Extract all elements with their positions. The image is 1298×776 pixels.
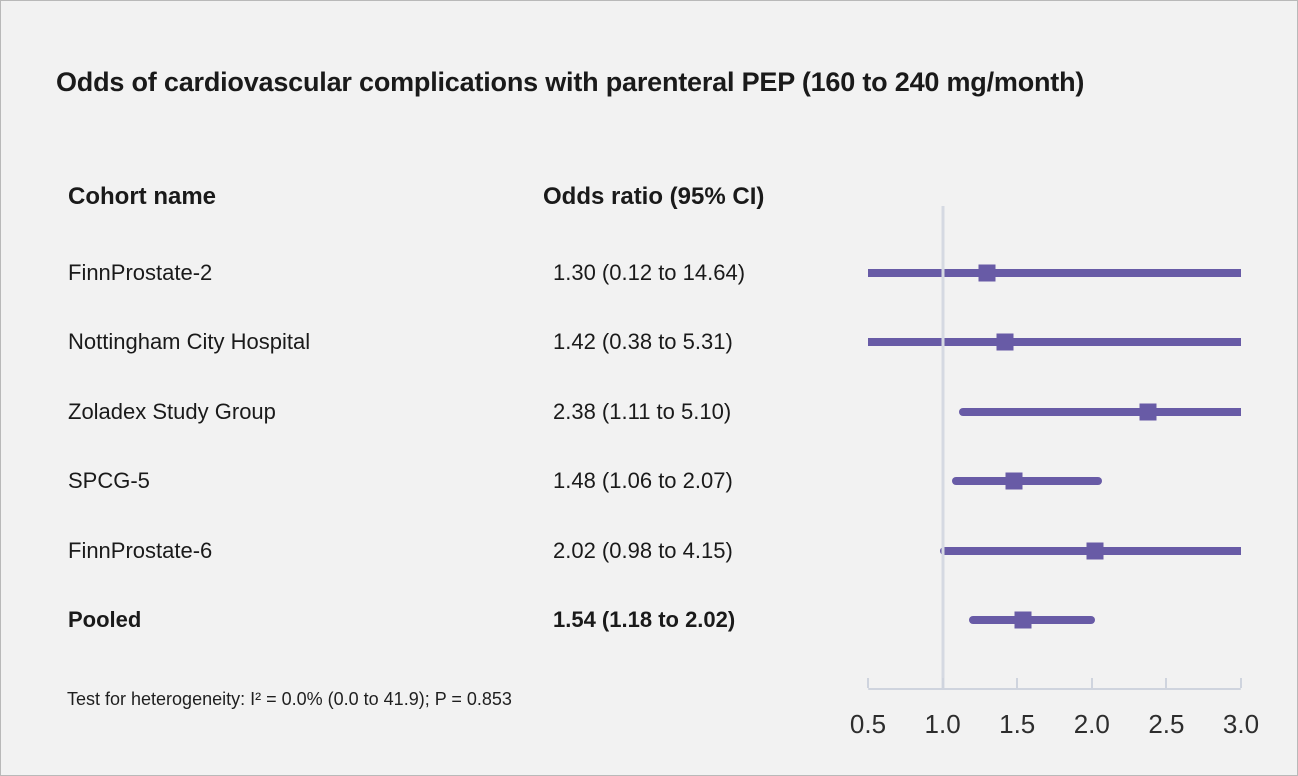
- confidence-interval-line: [868, 338, 1241, 347]
- null-effect-reference-line: [941, 206, 945, 690]
- heterogeneity-footnote: Test for heterogeneity: I² = 0.0% (0.0 t…: [67, 689, 512, 709]
- odds-ratio-marker: [1005, 472, 1023, 490]
- chart-title: Odds of cardiovascular complications wit…: [56, 67, 1085, 97]
- x-axis-tick-label: 1.0: [924, 709, 961, 739]
- cohort-name-column-header: Cohort name: [68, 183, 217, 210]
- odds-ratio-marker: [1139, 403, 1157, 421]
- x-axis-tick-label: 2.5: [1148, 709, 1185, 739]
- cohort-label: Zoladex Study Group: [68, 398, 276, 424]
- odds-ratio-ci-value: 1.42 (0.38 to 5.31): [553, 329, 733, 355]
- odds-ratio-marker: [996, 333, 1014, 351]
- confidence-interval-line: [951, 477, 1103, 486]
- x-axis-tick-label: 3.0: [1222, 709, 1260, 739]
- confidence-interval-line: [969, 616, 1095, 624]
- odds-ratio-marker: [978, 264, 996, 282]
- cohort-label: Pooled: [68, 607, 142, 632]
- odds-ratio-marker: [1086, 542, 1104, 560]
- confidence-interval-line: [868, 269, 1241, 277]
- x-axis-tick: [941, 678, 944, 688]
- odds-ratio-ci-value: 1.48 (1.06 to 2.07): [553, 468, 733, 494]
- x-axis-tick-label: 1.5: [999, 709, 1036, 739]
- odds-ratio-ci-value: 1.30 (0.12 to 14.64): [553, 260, 746, 285]
- x-axis-line: [868, 688, 1241, 690]
- x-axis-tick: [1016, 678, 1019, 688]
- confidence-interval-line: [959, 407, 1241, 416]
- cohort-label: SPCG-5: [68, 468, 150, 494]
- cohort-label: Nottingham City Hospital: [68, 329, 311, 355]
- pooled-estimate-marker: [1014, 611, 1032, 629]
- x-axis-tick-label: 0.5: [849, 709, 887, 739]
- odds-ratio-ci-value: 2.38 (1.11 to 5.10): [553, 398, 732, 424]
- x-axis-tick: [1240, 678, 1242, 688]
- x-axis-tick: [1090, 678, 1093, 688]
- x-axis-tick: [867, 678, 869, 688]
- cohort-label: FinnProstate-2: [68, 260, 213, 285]
- x-axis-tick: [1165, 678, 1168, 688]
- odds-ratio-ci-value: 1.54 (1.18 to 2.02): [553, 607, 736, 632]
- cohort-label: FinnProstate-6: [68, 537, 213, 563]
- odds-ratio-column-header: Odds ratio (95% CI): [543, 183, 765, 210]
- x-axis-tick-label: 2.0: [1073, 709, 1110, 739]
- odds-ratio-ci-value: 2.02 (0.98 to 4.15): [553, 537, 733, 563]
